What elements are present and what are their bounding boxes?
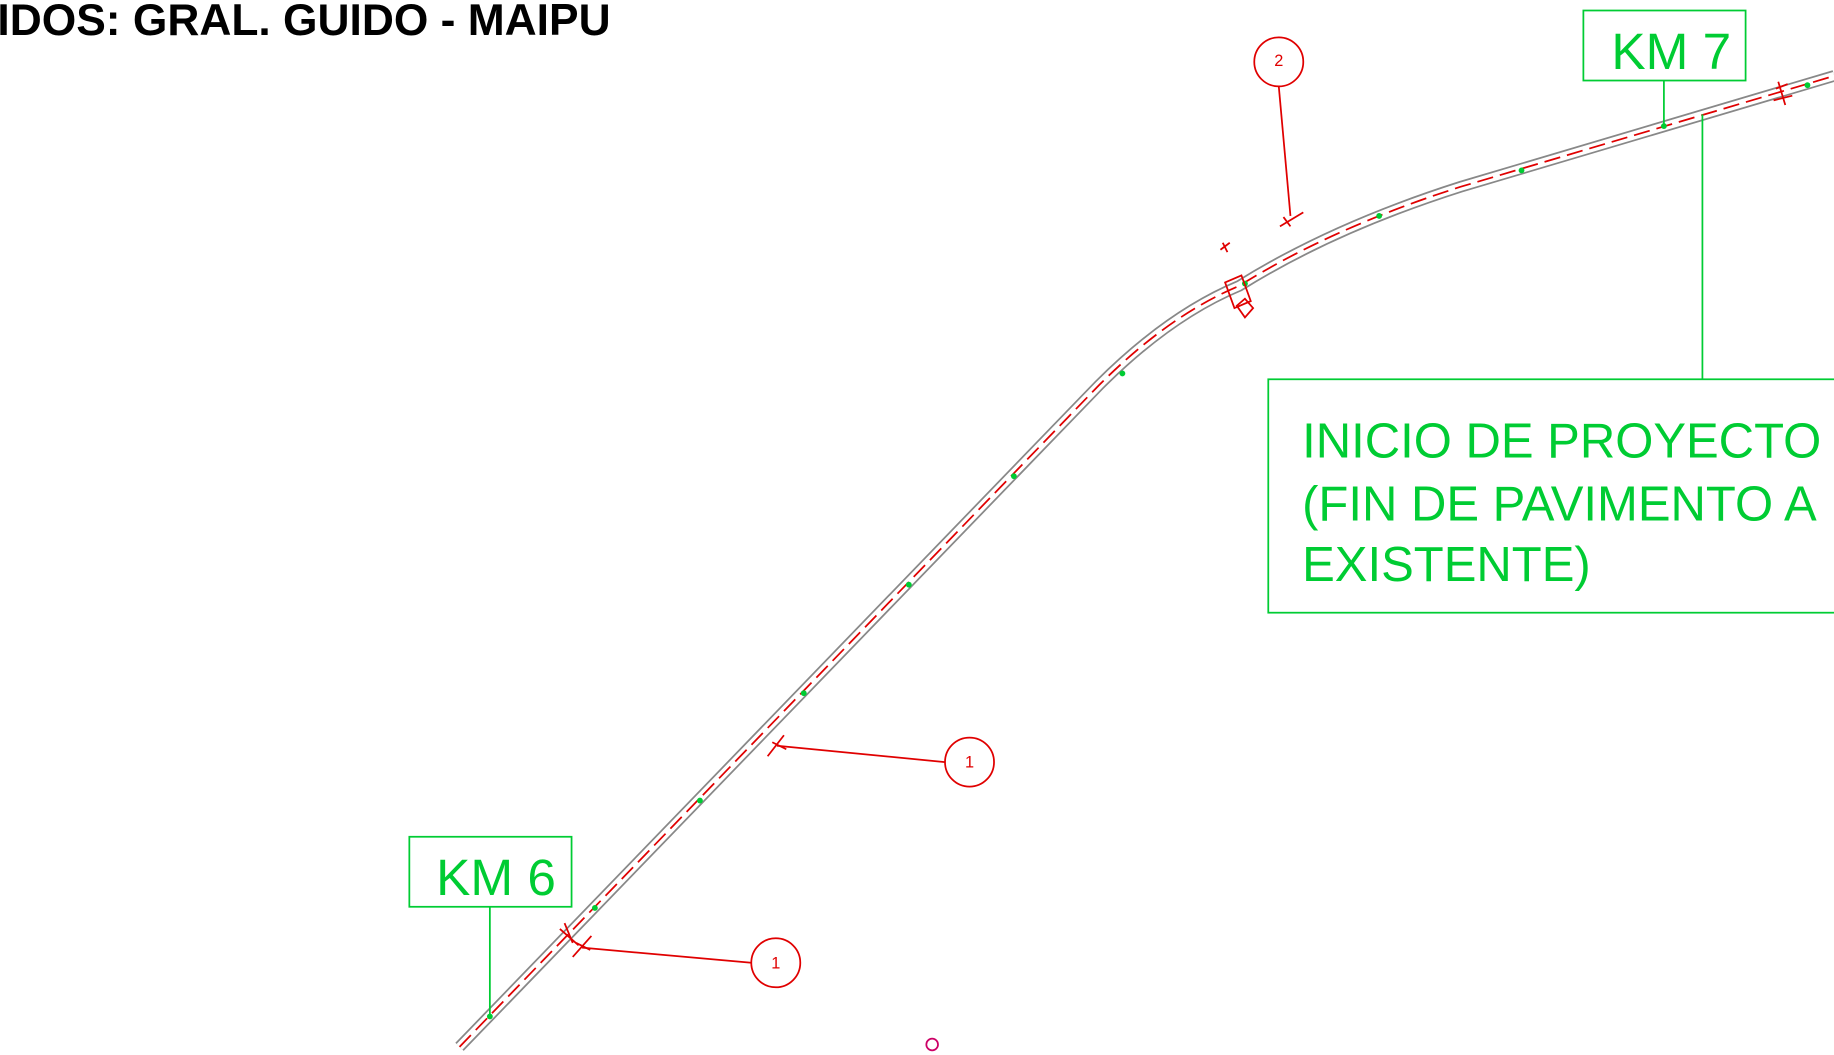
road (455, 70, 1834, 1051)
note-line: EXISTENTE) (1302, 538, 1591, 592)
km-label: KM 6 (436, 849, 556, 906)
note-line: INICIO DE PROYECTO (1302, 414, 1821, 468)
note-box (1267, 378, 1834, 614)
callout-graphics (559, 36, 1793, 989)
callout-label: 1 (965, 754, 974, 772)
title: IDOS: GRAL. GUIDO - MAIPU (0, 0, 611, 45)
callout-label: 2 (1274, 52, 1283, 70)
callout-label: 1 (771, 954, 780, 972)
point (925, 1037, 939, 1052)
survey-points (486, 82, 1811, 1020)
note-line: (FIN DE PAVIMENTO A (1302, 477, 1817, 531)
km-label: KM 7 (1611, 23, 1731, 80)
